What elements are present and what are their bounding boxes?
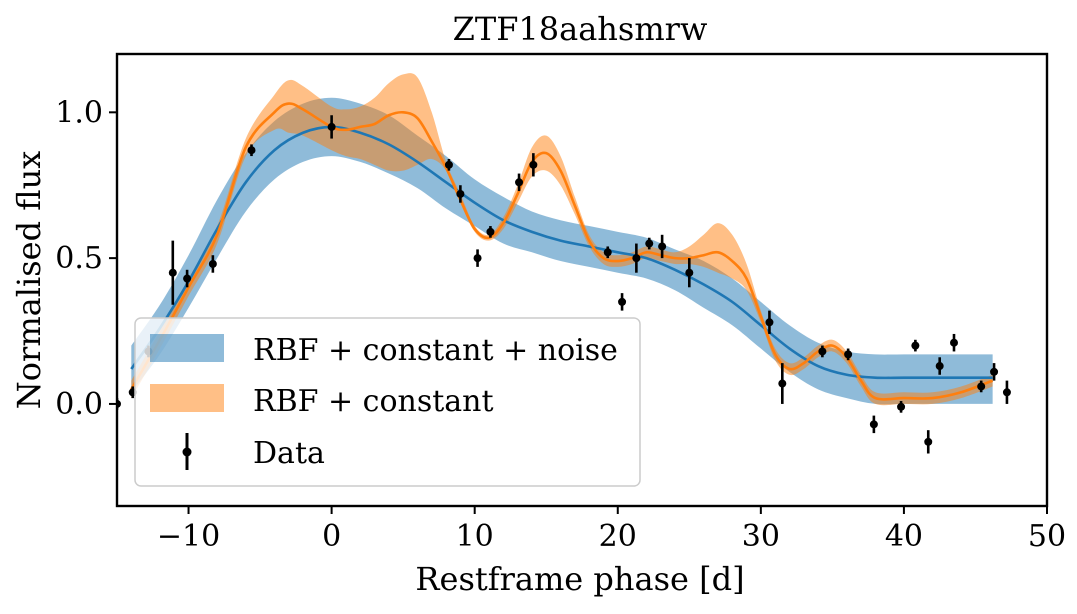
y-axis-ticks: 0.0 0.5 1.0 [55,95,117,422]
x-tick-label: −10 [157,519,220,554]
data-points [117,115,1011,454]
data-point [444,158,453,171]
data-marker [168,268,177,277]
y-tick-label: 1.0 [55,95,103,130]
data-point [869,415,878,434]
data-marker [632,254,641,263]
data-point [529,153,538,177]
line-series-0 [130,125,993,380]
data-marker [869,420,878,429]
legend-swatch-data [182,433,192,470]
data-marker [327,122,336,131]
data-point [990,363,999,381]
data-marker [844,350,853,359]
data-marker [247,146,256,155]
x-tick-label: 0 [322,519,341,554]
data-marker [486,227,495,236]
data-marker [935,362,944,371]
x-tick-label: 10 [456,519,494,554]
data-marker [618,297,627,306]
data-point [950,333,958,352]
data-marker [444,160,453,169]
data-point [818,345,827,358]
data-point [778,363,787,404]
data-marker [990,367,999,376]
x-tick-label: 30 [742,519,780,554]
data-marker [473,254,482,263]
data-point [473,249,482,267]
data-point [208,255,217,273]
data-marker [818,347,827,356]
data-marker [658,242,667,251]
x-tick-label: 50 [1028,519,1066,554]
data-marker [603,248,612,257]
legend-swatch-rbf [150,384,224,412]
data-marker [183,274,192,283]
x-tick-label: 20 [599,519,637,554]
data-point [911,339,920,352]
data-point [168,240,177,305]
data-point [456,185,465,203]
data-point [618,293,627,311]
data-point [685,258,694,288]
data-point [603,246,612,259]
legend: RBF + constant + noise RBF + constant Da… [134,317,641,487]
data-marker [977,382,986,391]
data-marker [685,268,694,277]
x-tick-label: 40 [885,519,923,554]
legend-box [134,317,641,487]
data-point [658,234,667,259]
data-point [1002,380,1011,404]
data-point [183,269,192,288]
data-point [247,144,256,157]
plot-frame [115,52,1049,508]
data-marker [778,379,787,388]
legend-swatch-rbf-noise [150,334,224,362]
data-point [897,401,906,413]
data-marker [897,402,906,411]
plot-area [117,73,1011,454]
data-marker [208,259,217,268]
data-marker [765,318,774,327]
data-marker [1002,388,1011,397]
x-axis-ticks: −10 0 10 20 30 40 50 [157,506,1066,554]
y-axis-label: Normalised flux [10,151,48,409]
y-tick-label: 0.5 [55,241,103,276]
data-marker [950,338,958,347]
data-point [935,357,944,375]
data-point [765,310,774,334]
data-point [632,243,641,273]
band-series-0 [131,97,993,405]
data-marker [924,437,933,446]
data-marker [911,341,920,350]
data-point [844,348,853,361]
data-point [486,226,495,238]
data-point [327,115,336,139]
data-point [645,237,654,250]
band-series-1 [131,73,993,406]
legend-label-data: Data [253,436,325,471]
data-marker [645,239,654,248]
data-marker [529,160,538,169]
data-marker [456,189,465,198]
data-point [977,380,986,393]
y-tick-label: 0.0 [55,387,103,422]
data-point [515,173,524,192]
x-axis-label: Restframe phase [d] [415,560,744,598]
legend-label-rbf: RBF + constant [253,384,494,419]
confidence-bands [131,73,993,406]
data-point [924,430,933,454]
chart-title: ZTF18aahsmrw [453,10,708,48]
legend-label-rbf-noise: RBF + constant + noise [253,333,618,368]
data-marker [515,178,524,187]
